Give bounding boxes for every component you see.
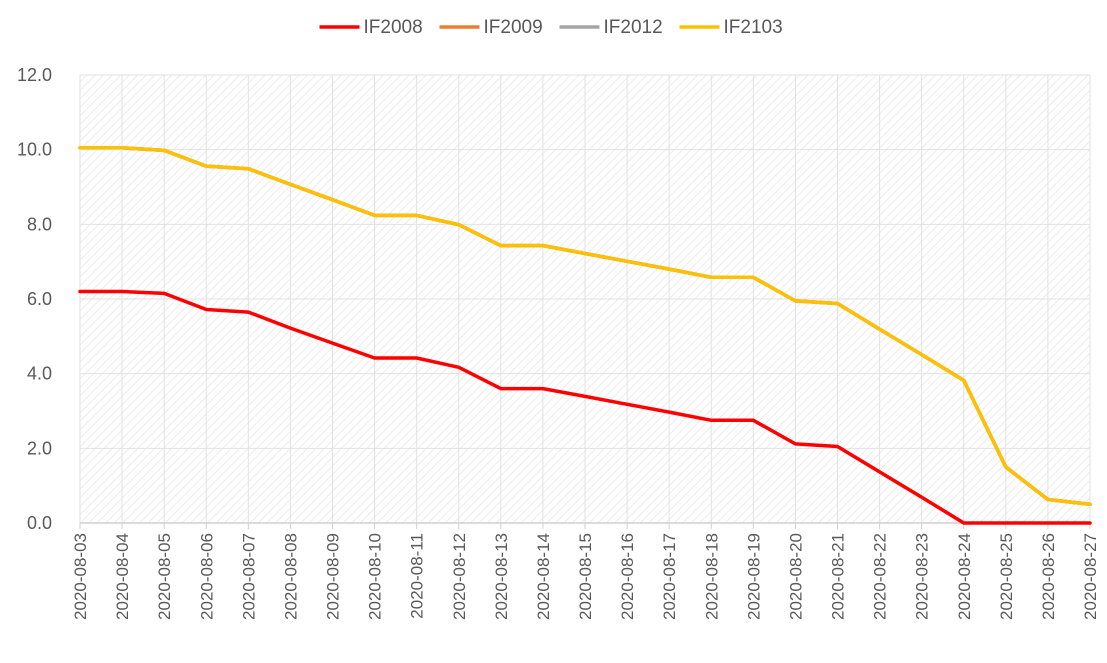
x-tick-label: 2020-08-14 <box>534 533 553 620</box>
legend-label-if2103: IF2103 <box>724 17 783 38</box>
x-tick-label: 2020-08-23 <box>913 533 932 620</box>
x-tick-label: 2020-08-21 <box>829 533 848 620</box>
x-tick-label: 2020-08-17 <box>660 533 679 620</box>
x-tick-label: 2020-08-04 <box>113 533 132 620</box>
axes: 0.0 2.0 4.0 6.0 8.0 10.0 12.0 2020-08-03 2020-08… <box>17 65 1100 620</box>
x-tick-label: 2020-08-15 <box>576 533 595 620</box>
x-tick-label: 2020-08-27 <box>1081 533 1100 620</box>
x-tick-label: 2020-08-12 <box>450 533 469 620</box>
x-tick-label: 2020-08-10 <box>366 533 385 620</box>
series-line-if2008 <box>78 289 1092 525</box>
x-tick-label: 2020-08-22 <box>871 533 890 620</box>
legend-label-if2009: IF2009 <box>484 17 543 38</box>
x-tick-label: 2020-08-20 <box>786 533 805 620</box>
x-tick-label: 2020-08-05 <box>155 533 174 620</box>
y-tick-label: 6.0 <box>27 289 52 309</box>
y-tick-label: 10.0 <box>17 140 52 160</box>
x-tick-label: 2020-08-03 <box>71 533 90 620</box>
x-tick-label: 2020-08-09 <box>324 533 343 620</box>
legend-label-if2012: IF2012 <box>604 17 663 38</box>
x-tick-label: 2020-08-24 <box>955 533 974 620</box>
x-tick-label: 2020-08-11 <box>408 533 427 619</box>
x-tick-label: 2020-08-06 <box>197 533 216 620</box>
x-tick-label: 2020-08-19 <box>744 533 763 620</box>
x-tick-label: 2020-08-26 <box>1039 533 1058 620</box>
y-tick-label: 4.0 <box>27 364 52 384</box>
y-tick-label: 2.0 <box>27 438 52 458</box>
x-tick-label: 2020-08-07 <box>239 533 258 620</box>
y-tick-label: 0.0 <box>27 513 52 533</box>
x-tick-label: 2020-08-13 <box>492 533 511 620</box>
legend-label-if2008: IF2008 <box>364 17 423 38</box>
series-line-if2103 <box>78 146 1092 507</box>
x-tick-label: 2020-08-16 <box>618 533 637 620</box>
y-tick-label: 12.0 <box>17 65 52 85</box>
x-tick-label: 2020-08-18 <box>702 533 721 620</box>
x-tick-label: 2020-08-08 <box>281 533 300 620</box>
legend: IF2008 IF2009 IF2012 IF2103 <box>319 17 783 38</box>
series-lines <box>78 146 1092 525</box>
x-tick-label: 2020-08-25 <box>997 533 1016 620</box>
y-tick-label: 8.0 <box>27 214 52 234</box>
